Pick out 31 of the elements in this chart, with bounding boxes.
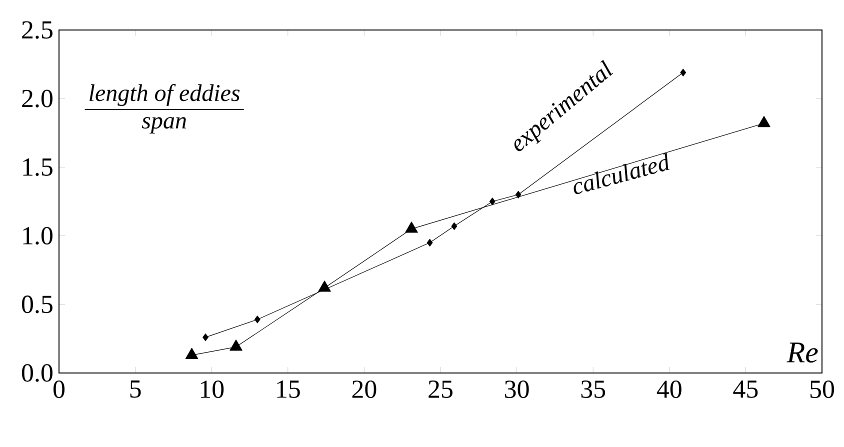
x-tick-label: 5 bbox=[130, 380, 141, 398]
point bbox=[318, 280, 331, 292]
annotation: length of eddies bbox=[90, 84, 240, 106]
point bbox=[202, 334, 208, 342]
x-tick-label: 30 bbox=[505, 380, 529, 398]
point bbox=[426, 238, 433, 246]
y-tick-label: 2.5 bbox=[22, 21, 52, 39]
x-tick-label: 25 bbox=[428, 380, 452, 398]
y-tick-label: 1.0 bbox=[23, 226, 52, 245]
y-tick-label: 0.5 bbox=[22, 296, 52, 314]
x-tick-label: 40 bbox=[656, 380, 682, 398]
point bbox=[230, 340, 242, 351]
x-tick-label: 10 bbox=[200, 380, 224, 398]
x-tick-label: 0 bbox=[54, 380, 65, 398]
x-axis-title: Re bbox=[786, 342, 818, 363]
y-tick-label: 1.5 bbox=[23, 158, 52, 176]
x-tick-label: 50 bbox=[810, 380, 834, 398]
point bbox=[451, 222, 458, 230]
y-tick-label: 2.0 bbox=[22, 90, 52, 108]
x-tick-label: 45 bbox=[733, 380, 758, 398]
point bbox=[489, 198, 496, 206]
y-tick-label: 0.0 bbox=[22, 364, 52, 382]
point bbox=[680, 68, 686, 76]
x-tick-label: 35 bbox=[581, 380, 606, 398]
x-tick-label: 20 bbox=[352, 380, 376, 398]
point bbox=[185, 348, 198, 359]
annotation: span bbox=[142, 117, 186, 134]
point bbox=[405, 222, 418, 233]
x-tick-label: 15 bbox=[277, 380, 300, 398]
point bbox=[254, 316, 260, 324]
point bbox=[515, 190, 522, 198]
